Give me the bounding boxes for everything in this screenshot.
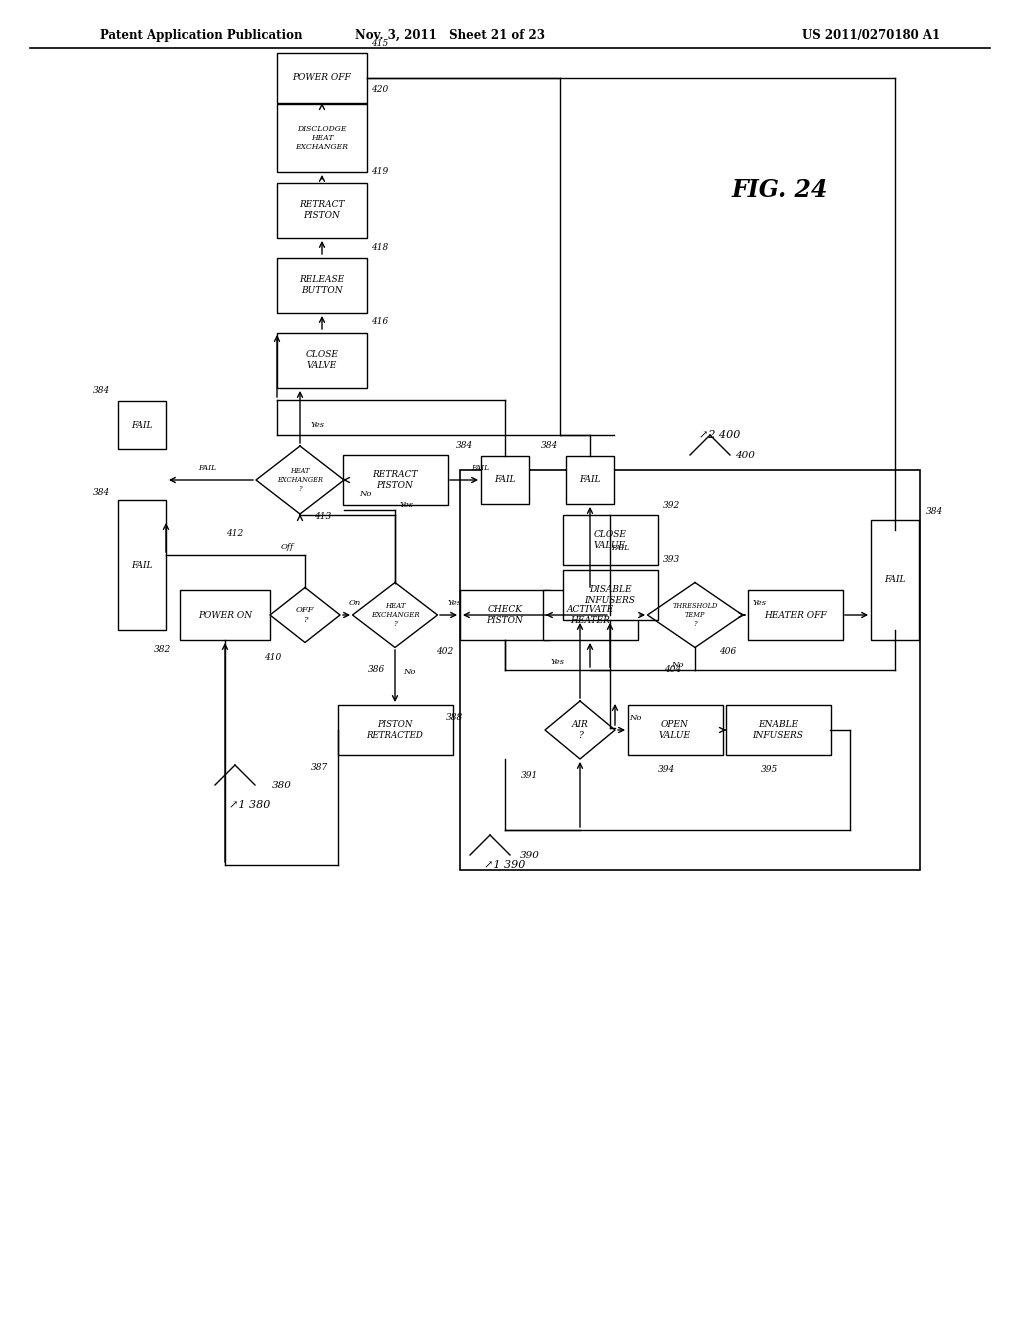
Text: FAIL: FAIL xyxy=(198,465,216,473)
Text: On: On xyxy=(349,599,361,607)
Polygon shape xyxy=(352,582,437,648)
Text: FAIL: FAIL xyxy=(495,475,516,484)
Polygon shape xyxy=(647,582,742,648)
Text: Yes: Yes xyxy=(551,659,565,667)
Text: HEAT
EXCHANGER
?: HEAT EXCHANGER ? xyxy=(371,602,419,628)
Text: THRESHOLD
TEMP
?: THRESHOLD TEMP ? xyxy=(673,602,718,628)
Text: 384: 384 xyxy=(542,441,559,450)
Text: AIR
?: AIR ? xyxy=(571,721,589,739)
Text: POWER OFF: POWER OFF xyxy=(293,74,351,82)
Text: 420: 420 xyxy=(372,86,389,95)
Text: CLOSE
VALVE: CLOSE VALVE xyxy=(305,350,339,370)
Text: 402: 402 xyxy=(436,648,454,656)
Text: Nov. 3, 2011   Sheet 21 of 23: Nov. 3, 2011 Sheet 21 of 23 xyxy=(355,29,545,41)
Text: 400: 400 xyxy=(735,450,755,459)
Text: 384: 384 xyxy=(927,507,944,516)
FancyBboxPatch shape xyxy=(460,590,550,640)
Text: HEAT
EXCHANGER
?: HEAT EXCHANGER ? xyxy=(278,467,323,494)
Text: FIG. 24: FIG. 24 xyxy=(732,178,828,202)
Text: FAIL: FAIL xyxy=(131,421,153,429)
Text: No: No xyxy=(358,490,371,498)
Text: 412: 412 xyxy=(226,528,244,537)
FancyBboxPatch shape xyxy=(871,520,919,640)
Text: Yes: Yes xyxy=(753,599,767,607)
Text: ↗2 400: ↗2 400 xyxy=(699,430,740,440)
FancyBboxPatch shape xyxy=(481,455,529,504)
FancyBboxPatch shape xyxy=(180,590,270,640)
Text: 392: 392 xyxy=(664,500,681,510)
Text: FAIL: FAIL xyxy=(885,576,906,585)
Text: 382: 382 xyxy=(155,645,172,655)
FancyBboxPatch shape xyxy=(278,104,367,172)
Text: CLOSE
VALUE: CLOSE VALUE xyxy=(594,531,627,549)
Text: FAIL: FAIL xyxy=(471,465,489,473)
Text: RELEASE
BUTTON: RELEASE BUTTON xyxy=(299,276,345,294)
Text: 419: 419 xyxy=(372,168,389,177)
Text: 404: 404 xyxy=(665,665,682,675)
Text: ACTIVATE
HEATER: ACTIVATE HEATER xyxy=(566,606,613,624)
Text: US 2011/0270180 A1: US 2011/0270180 A1 xyxy=(802,29,940,41)
FancyBboxPatch shape xyxy=(118,500,166,630)
Text: Patent Application Publication: Patent Application Publication xyxy=(100,29,302,41)
Text: 390: 390 xyxy=(520,850,540,859)
Text: FAIL: FAIL xyxy=(131,561,153,569)
Text: FAIL: FAIL xyxy=(580,475,601,484)
Polygon shape xyxy=(256,446,344,513)
Text: ENABLE
INFUSERS: ENABLE INFUSERS xyxy=(753,721,804,739)
FancyBboxPatch shape xyxy=(338,705,453,755)
Text: RETRACT
PISTON: RETRACT PISTON xyxy=(299,201,345,219)
FancyBboxPatch shape xyxy=(725,705,830,755)
Text: ↗1 380: ↗1 380 xyxy=(229,800,270,810)
FancyBboxPatch shape xyxy=(748,590,843,640)
Text: Off: Off xyxy=(281,543,294,550)
FancyBboxPatch shape xyxy=(278,53,367,103)
Text: 418: 418 xyxy=(372,243,389,252)
Text: No: No xyxy=(671,661,683,669)
Text: 384: 384 xyxy=(457,441,474,450)
Text: 416: 416 xyxy=(372,318,389,326)
FancyBboxPatch shape xyxy=(278,257,367,313)
Text: No: No xyxy=(402,668,415,676)
Text: 413: 413 xyxy=(314,512,332,521)
Text: FAIL: FAIL xyxy=(611,544,629,552)
FancyBboxPatch shape xyxy=(342,455,447,506)
Text: POWER ON: POWER ON xyxy=(198,610,252,619)
Text: Yes: Yes xyxy=(449,599,462,607)
FancyBboxPatch shape xyxy=(278,182,367,238)
Text: 394: 394 xyxy=(658,766,676,775)
Text: 386: 386 xyxy=(369,665,386,675)
FancyBboxPatch shape xyxy=(566,455,614,504)
FancyBboxPatch shape xyxy=(562,570,657,620)
Polygon shape xyxy=(270,587,340,643)
Text: 410: 410 xyxy=(264,653,282,663)
Text: 384: 384 xyxy=(93,385,111,395)
Text: HEATER OFF: HEATER OFF xyxy=(764,610,826,619)
Polygon shape xyxy=(545,701,615,759)
Text: 393: 393 xyxy=(664,556,681,565)
Text: 406: 406 xyxy=(720,648,736,656)
Text: PISTON
RETRACTED: PISTON RETRACTED xyxy=(367,721,423,739)
FancyBboxPatch shape xyxy=(118,401,166,449)
Text: 384: 384 xyxy=(93,487,111,496)
FancyBboxPatch shape xyxy=(562,515,657,565)
Text: ↗1 390: ↗1 390 xyxy=(484,861,525,870)
Text: 391: 391 xyxy=(521,771,539,780)
Text: Yes: Yes xyxy=(400,502,414,510)
Text: 415: 415 xyxy=(372,38,389,48)
Text: RETRACT
PISTON: RETRACT PISTON xyxy=(373,470,418,490)
FancyBboxPatch shape xyxy=(628,705,723,755)
Text: DISABLE
INFUSERS: DISABLE INFUSERS xyxy=(585,585,636,605)
Text: OPEN
VALUE: OPEN VALUE xyxy=(658,721,691,739)
Text: 387: 387 xyxy=(311,763,329,771)
Text: 395: 395 xyxy=(762,766,778,775)
Text: OFF
?: OFF ? xyxy=(296,606,314,623)
Text: No: No xyxy=(629,714,641,722)
FancyBboxPatch shape xyxy=(543,590,638,640)
Text: 380: 380 xyxy=(272,780,292,789)
FancyBboxPatch shape xyxy=(278,333,367,388)
Text: Yes: Yes xyxy=(311,421,325,429)
Text: 388: 388 xyxy=(446,714,464,722)
Text: DISCLODGE
HEAT
EXCHANGER: DISCLODGE HEAT EXCHANGER xyxy=(296,125,348,152)
Text: CHECK
PISTON: CHECK PISTON xyxy=(486,606,523,624)
